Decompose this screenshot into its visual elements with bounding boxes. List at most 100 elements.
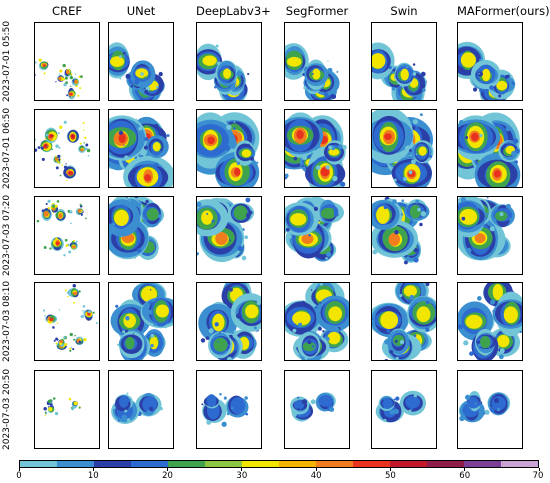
- radar-panel: [108, 370, 174, 449]
- echo-cell: [221, 421, 227, 427]
- row-label: 2023-07-01 05:50: [2, 20, 12, 102]
- echo-cell: [53, 339, 56, 342]
- echo-cell: [144, 89, 149, 94]
- echo-cell: [127, 199, 130, 201]
- echo-cell: [223, 396, 227, 400]
- echo-cell: [65, 179, 68, 182]
- echo-cell: [140, 72, 144, 76]
- echo-contour: [474, 233, 486, 244]
- column-title: SegFormer: [285, 4, 349, 18]
- echo-cell: [226, 124, 232, 130]
- echo-cell: [412, 63, 416, 66]
- echo-cell: [416, 399, 420, 403]
- echo-cell: [235, 84, 238, 86]
- echo-contour: [119, 396, 129, 408]
- echo-contour: [471, 132, 479, 142]
- colorbar-segment: [94, 461, 131, 467]
- echo-cell: [65, 81, 68, 85]
- echo-cell: [126, 418, 131, 422]
- echo-cell: [505, 203, 511, 209]
- echo-cell: [504, 283, 507, 285]
- echo-cell: [55, 237, 58, 240]
- echo-cell: [119, 77, 122, 80]
- echo-cell: [49, 403, 53, 406]
- echo-cell: [413, 257, 419, 263]
- echo-cell: [55, 166, 59, 170]
- echo-cell: [159, 406, 163, 411]
- echo-cell: [44, 138, 47, 140]
- radar-panel: [196, 282, 262, 361]
- row-label: 2023-07-03 20:50: [2, 368, 12, 450]
- echo-cell: [69, 347, 72, 350]
- echo-cell: [244, 396, 248, 400]
- echo-contour: [125, 336, 135, 350]
- echo-cell: [326, 251, 332, 257]
- echo-cell: [256, 161, 259, 164]
- echo-cell: [45, 412, 48, 414]
- echo-contour: [318, 395, 334, 407]
- echo-cell: [127, 398, 131, 402]
- echo-cell: [301, 300, 306, 305]
- echo-cell: [474, 402, 478, 405]
- echo-contour: [118, 133, 126, 144]
- echo-cell: [121, 414, 127, 420]
- echo-contour: [73, 401, 78, 406]
- echo-cell: [63, 336, 66, 339]
- echo-cell: [484, 409, 490, 415]
- radar-panel: [108, 109, 174, 188]
- echo-cell: [336, 70, 339, 73]
- echo-cell: [483, 412, 486, 415]
- echo-cell: [47, 406, 50, 408]
- echo-cell: [303, 86, 307, 90]
- radar-panel: [34, 370, 100, 449]
- echo-contour: [481, 68, 491, 82]
- echo-cell: [337, 144, 343, 149]
- echo-cell: [391, 86, 396, 91]
- echo-cell: [37, 146, 41, 149]
- echo-cell: [79, 203, 82, 206]
- echo-cell: [126, 392, 129, 395]
- echo-cell: [73, 77, 76, 80]
- echo-cell: [297, 408, 300, 411]
- echo-contour: [54, 157, 59, 161]
- echo-contour: [230, 397, 246, 415]
- echo-contour: [68, 172, 71, 175]
- echo-contour: [467, 396, 479, 409]
- echo-cell: [477, 71, 484, 77]
- echo-cell: [219, 393, 222, 396]
- row-label: 2023-07-03 07:20: [2, 194, 12, 276]
- echo-contour: [48, 406, 53, 412]
- echo-contour: [213, 337, 228, 352]
- echo-cell: [73, 301, 76, 304]
- echo-contour: [372, 53, 386, 69]
- echo-cell: [489, 85, 494, 90]
- echo-cell: [425, 300, 430, 305]
- radar-panel: [457, 196, 523, 275]
- echo-cell: [248, 143, 250, 146]
- echo-contour: [201, 210, 213, 225]
- radar-panel: [196, 370, 262, 449]
- echo-cell: [218, 331, 221, 334]
- colorbar-tick: [538, 468, 540, 471]
- echo-cell: [253, 326, 257, 330]
- echo-cell: [50, 315, 54, 319]
- echo-contour: [72, 291, 78, 296]
- echo-contour: [503, 306, 518, 324]
- echo-cell: [477, 343, 482, 347]
- echo-cell: [35, 74, 36, 76]
- echo-cell: [41, 209, 45, 212]
- echo-cell: [47, 199, 51, 203]
- echo-contour: [418, 146, 427, 156]
- echo-cell: [412, 72, 417, 76]
- echo-cell: [379, 111, 382, 115]
- colorbar-tick: [464, 468, 466, 471]
- echo-contour: [68, 92, 73, 96]
- echo-contour: [223, 68, 232, 79]
- colorbar-tick-label: 0: [16, 471, 22, 481]
- echo-cell: [68, 397, 72, 401]
- echo-cell: [313, 206, 319, 212]
- echo-cell: [473, 348, 478, 354]
- echo-contour: [328, 306, 343, 322]
- radar-panel: [108, 282, 174, 361]
- echo-contour: [320, 167, 330, 177]
